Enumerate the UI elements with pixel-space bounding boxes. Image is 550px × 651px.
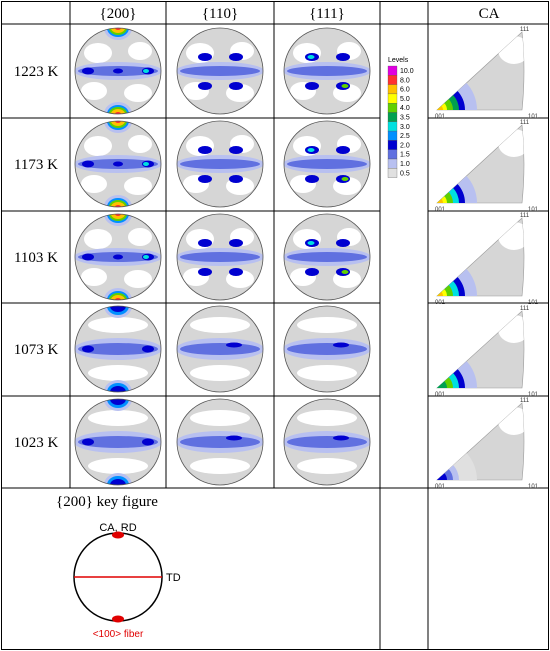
- header-ca: CA: [479, 6, 500, 22]
- ipf-label-001: 001: [435, 114, 446, 120]
- row-label-1073: 1073 K: [14, 342, 59, 358]
- key-bottom-pole: [112, 615, 124, 623]
- header-200: {200}: [100, 6, 137, 22]
- ipf-label-111: 111: [520, 398, 530, 404]
- pole-figure: [283, 305, 371, 393]
- ipf-triangle: 001 101 111: [435, 398, 539, 490]
- legend-level-label: 4.0: [400, 105, 410, 112]
- key-bottom-label: <100> fiber: [93, 629, 144, 640]
- pole-figures: [74, 27, 371, 486]
- key-figure-title: {200} key figure: [56, 494, 158, 510]
- legend-swatch: [387, 121, 398, 132]
- ipf-label-101: 101: [528, 300, 539, 306]
- legend-level-label: 1.0: [400, 161, 410, 168]
- pole-figure: [283, 120, 371, 208]
- legend-title: Levels: [388, 57, 409, 64]
- row-label-1103: 1103 K: [14, 250, 58, 266]
- legend-swatch: [387, 130, 398, 141]
- ipf-label-111: 111: [520, 213, 530, 219]
- legend-level-label: 6.0: [400, 87, 410, 94]
- pole-figure: [283, 398, 371, 486]
- legend-swatch: [387, 112, 398, 122]
- key-right-label: TD: [166, 572, 181, 584]
- pole-figure: [176, 27, 264, 115]
- legend-level-label: 2.0: [400, 142, 410, 149]
- legend-swatch: [387, 168, 398, 178]
- ipf-label-101: 101: [528, 484, 539, 490]
- legend-swatch: [387, 84, 398, 95]
- pole-figure: [74, 27, 162, 115]
- ipf-label-111: 111: [520, 306, 530, 312]
- pole-figure: [74, 305, 162, 393]
- key-top-label: CA, RD: [99, 522, 136, 534]
- legend-level-label: 3.0: [400, 124, 410, 131]
- legend-swatch: [387, 103, 398, 113]
- legend-level-label: 8.0: [400, 77, 410, 84]
- legend-swatch: [387, 65, 398, 76]
- pole-figure: [176, 398, 264, 486]
- legend-swatch: [387, 158, 398, 169]
- legend-level-label: 3.5: [400, 115, 410, 122]
- pole-figure: [74, 120, 162, 208]
- header-110: {110}: [202, 6, 238, 22]
- ipf-label-111: 111: [520, 27, 530, 33]
- legend-swatch: [387, 75, 398, 85]
- legend-level-label: 1.5: [400, 152, 410, 159]
- ipf-label-001: 001: [435, 392, 446, 398]
- row-label-1173: 1173 K: [14, 157, 58, 173]
- header-111: {111}: [309, 6, 345, 22]
- ipf-label-001: 001: [435, 484, 446, 490]
- pole-figure: [283, 213, 371, 301]
- pole-figure: [283, 27, 371, 115]
- ipf-label-101: 101: [528, 114, 539, 120]
- ipf-label-001: 001: [435, 207, 446, 213]
- ipf-label-001: 001: [435, 300, 446, 306]
- legend-swatch: [387, 140, 398, 150]
- legend-swatch: [387, 93, 398, 104]
- key-top-pole: [112, 531, 124, 539]
- ipf-label-111: 111: [520, 120, 530, 126]
- ipf-label-101: 101: [528, 392, 539, 398]
- pole-figure: [176, 213, 264, 301]
- legend-level-label: 5.0: [400, 96, 410, 103]
- legend-level-label: 0.5: [400, 170, 410, 177]
- key-figure: {200} key figure CA, RD TD <100> fiber: [56, 494, 181, 640]
- legend-swatch: [387, 149, 398, 160]
- ipf-label-101: 101: [528, 207, 539, 213]
- pole-figure: [176, 120, 264, 208]
- legend-level-label: 10.0: [400, 68, 414, 75]
- pole-figure: [74, 398, 162, 486]
- row-label-1023: 1023 K: [14, 435, 59, 451]
- pole-figure: [176, 305, 264, 393]
- levels-legend: Levels 10.0 8.0 6.0 5.0 4.0 3.5 3.0 2.5 2.0 1.5 1.…: [387, 57, 414, 178]
- pole-figure: [74, 213, 162, 301]
- row-label-1223: 1223 K: [14, 64, 59, 80]
- legend-level-label: 2.5: [400, 133, 410, 140]
